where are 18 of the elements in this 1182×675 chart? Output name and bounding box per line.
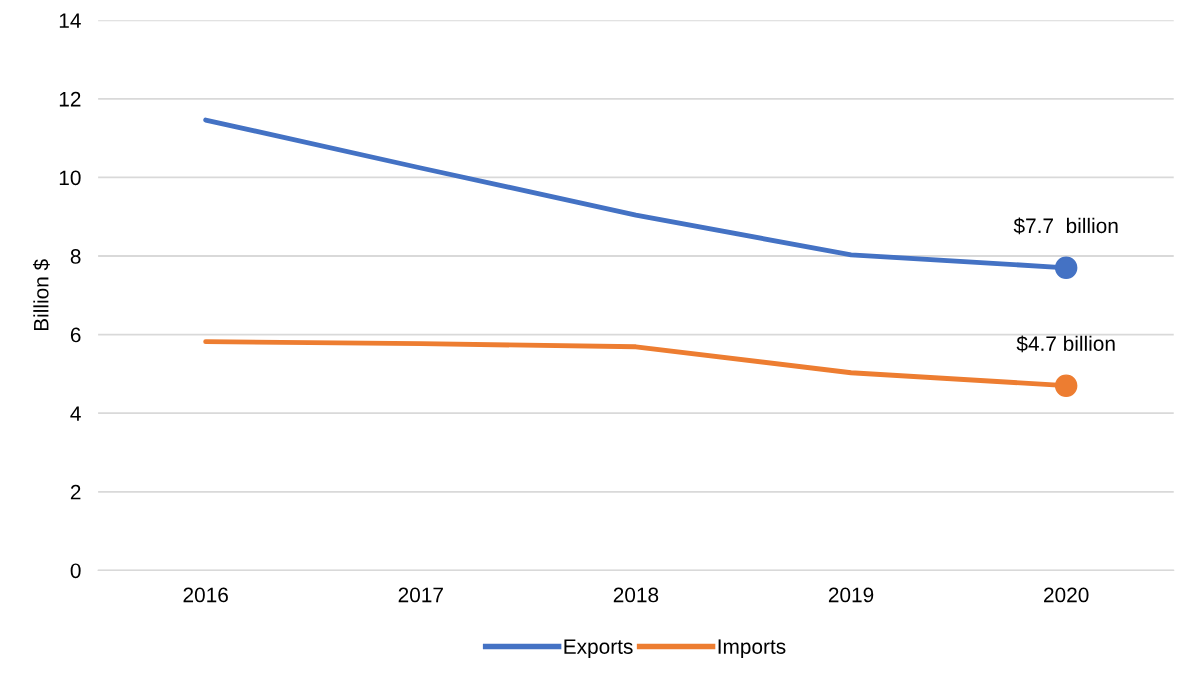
y-tick-label: 10 [59, 170, 81, 186]
y-axis-title: Billion $ [32, 259, 50, 331]
x-tick-label: 2020 [1044, 587, 1089, 603]
y-tick-label: 0 [70, 563, 81, 579]
y-tick-label: 4 [70, 406, 81, 421]
x-tick-label: 2016 [183, 587, 228, 603]
x-tick-label: 2018 [613, 587, 659, 603]
y-tick-label: 6 [70, 327, 81, 343]
x-tick-label: 2019 [828, 587, 874, 603]
y-tick-label: 12 [59, 91, 81, 107]
y-tick-label: 14 [59, 13, 81, 28]
legend-label: Imports [718, 639, 786, 659]
legend-label: Exports [564, 639, 633, 659]
y-tick-label: 2 [70, 484, 81, 500]
annotation: $4.7 billion [1016, 335, 1115, 353]
x-tick-label: 2017 [398, 587, 443, 603]
y-tick-label: 8 [70, 249, 81, 264]
annotation: $7.7 billion [1013, 217, 1118, 235]
